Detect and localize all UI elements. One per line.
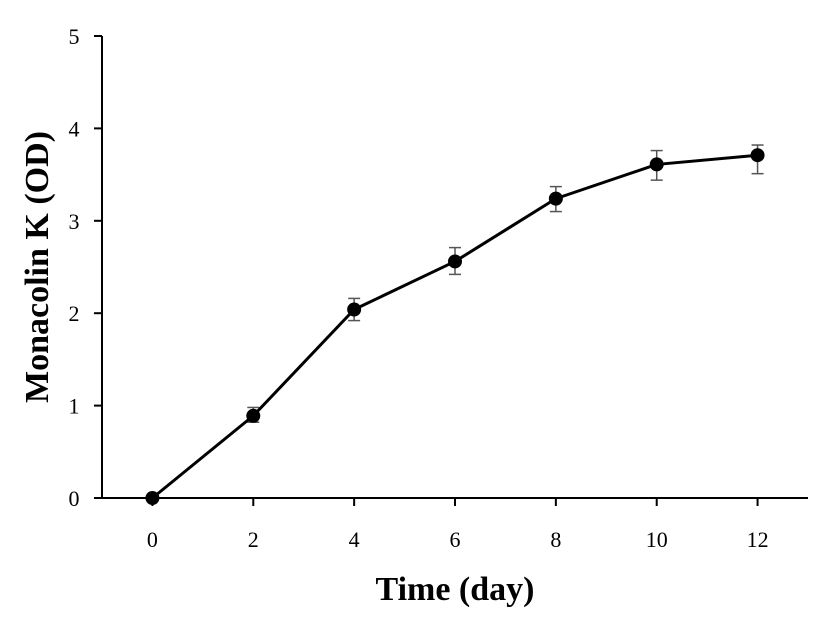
x-tick-label: 4 (349, 527, 360, 552)
y-tick-label: 3 (69, 209, 80, 234)
markers (145, 148, 765, 505)
x-tick-label: 0 (147, 527, 158, 552)
y-axis-title: Monacolin K (OD) (19, 131, 56, 403)
error-bars (247, 144, 764, 423)
x-tick-label: 2 (248, 527, 259, 552)
y-tick-label: 4 (69, 116, 80, 141)
data-point (246, 408, 261, 423)
data-point (548, 191, 563, 206)
data-point (750, 148, 765, 163)
data-point (145, 491, 160, 505)
data-point (649, 157, 664, 172)
x-axis-title: Time (day) (376, 571, 535, 608)
y-tick-label: 1 (69, 394, 80, 419)
x-tick-label: 6 (450, 527, 461, 552)
series-line (151, 153, 758, 500)
x-tick-label: 10 (646, 527, 668, 552)
y-tick-label: 2 (69, 301, 80, 326)
x-tick-label: 8 (550, 527, 561, 552)
y-tick-label: 5 (69, 24, 80, 49)
x-tick-label: 12 (747, 527, 769, 552)
data-point (347, 302, 362, 317)
y-tick-label: 0 (69, 486, 80, 511)
series-line-group (151, 153, 758, 500)
data-point (448, 254, 462, 269)
